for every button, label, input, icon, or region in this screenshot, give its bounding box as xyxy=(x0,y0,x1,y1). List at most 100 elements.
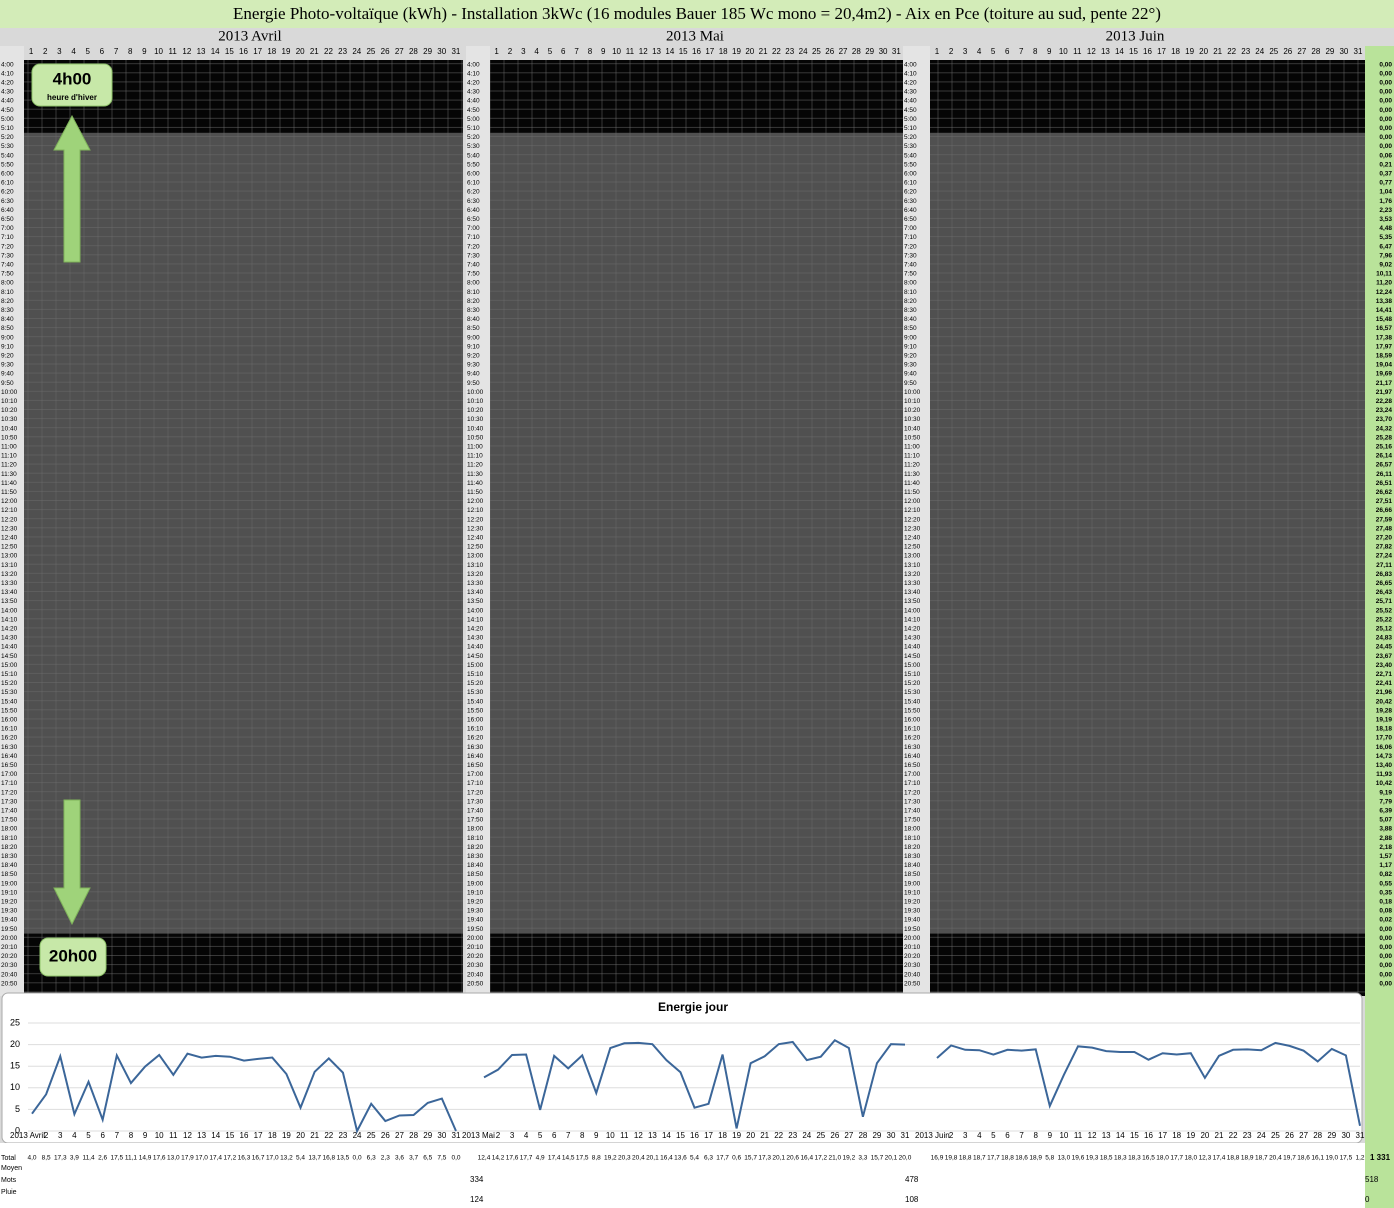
time-label: 13:40 xyxy=(1,589,18,596)
time-label: 6:40 xyxy=(1,207,14,214)
x-tick-label: 23 xyxy=(1243,1131,1252,1140)
time-label: 19:40 xyxy=(1,917,18,924)
row-total: 27,51 xyxy=(1376,498,1393,505)
time-label: 6:00 xyxy=(904,170,917,177)
daily-total: 6,5 xyxy=(423,1155,432,1162)
time-label: 4:40 xyxy=(467,98,480,105)
time-label: 19:10 xyxy=(1,889,18,896)
day-number: 26 xyxy=(1283,47,1292,56)
time-label: 20:50 xyxy=(467,980,484,987)
time-label: 5:30 xyxy=(467,143,480,150)
daily-total: 17,7 xyxy=(716,1155,729,1162)
time-label: 7:00 xyxy=(1,225,14,232)
row-total: 14,41 xyxy=(1376,307,1393,314)
row-total: 0,00 xyxy=(1379,944,1392,951)
time-label: 11:00 xyxy=(904,443,920,450)
row-total: 26,83 xyxy=(1376,571,1393,578)
row-total: 0,55 xyxy=(1379,880,1392,887)
time-label: 13:50 xyxy=(904,598,921,605)
time-label: 17:10 xyxy=(904,780,921,787)
x-tick-label: 29 xyxy=(1327,1131,1336,1140)
daily-total: 14,2 xyxy=(492,1155,505,1162)
time-label: 9:00 xyxy=(1,334,14,341)
day-number: 23 xyxy=(1241,47,1250,56)
time-label: 10:10 xyxy=(467,398,484,405)
row-total: 15,48 xyxy=(1376,316,1393,323)
time-label: 17:00 xyxy=(467,771,484,778)
time-label: 4:10 xyxy=(904,70,917,77)
time-label: 17:50 xyxy=(1,817,18,824)
row-total: 21,97 xyxy=(1376,389,1393,396)
time-label: 16:00 xyxy=(1,716,18,723)
day-number: 12 xyxy=(182,47,191,56)
daily-total: 16,7 xyxy=(252,1155,265,1162)
time-label: 18:30 xyxy=(904,853,921,860)
time-label: 20:50 xyxy=(1,980,18,987)
day-number: 21 xyxy=(310,47,319,56)
time-label: 7:30 xyxy=(1,252,14,259)
day-number: 1 xyxy=(935,47,940,56)
row-total: 7,79 xyxy=(1379,798,1392,805)
time-label: 7:40 xyxy=(467,261,480,268)
time-label: 17:40 xyxy=(1,807,18,814)
daily-total: 18,6 xyxy=(1015,1155,1028,1162)
time-label: 12:40 xyxy=(467,534,484,541)
time-label: 14:20 xyxy=(1,625,18,632)
row-total: 27,48 xyxy=(1376,525,1393,532)
title-bar xyxy=(0,0,1394,28)
row-total: 26,66 xyxy=(1376,507,1393,514)
cells xyxy=(24,60,463,996)
time-label: 7:10 xyxy=(1,234,14,241)
day-number: 28 xyxy=(1311,47,1320,56)
time-label: 11:30 xyxy=(1,471,17,478)
y-tick-label: 15 xyxy=(10,1061,20,1071)
day-number: 23 xyxy=(785,47,794,56)
day-number: 22 xyxy=(772,47,781,56)
time-label: 9:40 xyxy=(467,371,480,378)
day-number: 10 xyxy=(612,47,621,56)
time-label: 17:00 xyxy=(1,771,18,778)
daily-total: 17,6 xyxy=(153,1155,166,1162)
time-label: 15:40 xyxy=(904,698,921,705)
day-number: 29 xyxy=(865,47,874,56)
day-number: 11 xyxy=(1073,47,1082,56)
time-label: 10:50 xyxy=(467,434,484,441)
time-label: 13:50 xyxy=(1,598,18,605)
time-label: 14:00 xyxy=(904,607,921,614)
row-total: 3,53 xyxy=(1379,216,1392,223)
time-label: 10:20 xyxy=(1,407,18,414)
time-label: 14:50 xyxy=(904,653,921,660)
x-tick-label: 12 xyxy=(634,1131,643,1140)
time-label: 13:30 xyxy=(467,580,484,587)
time-label: 9:50 xyxy=(467,380,480,387)
daily-total: 16,1 xyxy=(1311,1155,1324,1162)
daily-total: 16,9 xyxy=(931,1155,944,1162)
day-number: 23 xyxy=(338,47,347,56)
time-label: 14:40 xyxy=(1,644,18,651)
time-label: 9:20 xyxy=(1,352,14,359)
row-total: 11,93 xyxy=(1376,771,1392,778)
row-total: 23,40 xyxy=(1376,662,1393,669)
x-tick-label: 2 xyxy=(949,1131,954,1140)
daily-total: 0,0 xyxy=(353,1155,362,1162)
x-tick-label: 3 xyxy=(58,1131,63,1140)
time-label: 16:50 xyxy=(467,762,484,769)
x-tick-label: 4 xyxy=(977,1131,982,1140)
time-label: 12:10 xyxy=(1,507,18,514)
time-label: 19:30 xyxy=(467,908,484,915)
time-label: 4:40 xyxy=(1,98,14,105)
time-label: 15:10 xyxy=(467,671,484,678)
daily-total: 3,7 xyxy=(409,1155,418,1162)
daily-total: 3,6 xyxy=(395,1155,404,1162)
row-total: 2,23 xyxy=(1379,207,1392,214)
time-label: 9:30 xyxy=(467,362,480,369)
row-total: 25,22 xyxy=(1376,616,1393,623)
day-number: 30 xyxy=(437,47,446,56)
grand-total: 1 331 xyxy=(1370,1153,1391,1162)
time-label: 8:10 xyxy=(1,289,14,296)
x-tick-label: 28 xyxy=(409,1131,418,1140)
time-label: 18:50 xyxy=(467,871,484,878)
daily-total: 16,4 xyxy=(800,1155,813,1162)
summary-row-label: Mots xyxy=(1,1177,17,1184)
time-label: 5:50 xyxy=(1,161,14,168)
